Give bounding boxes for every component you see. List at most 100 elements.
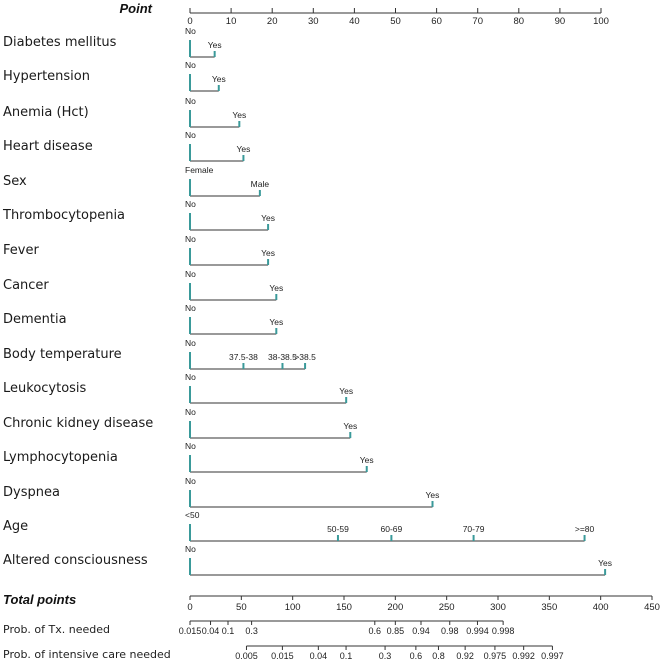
level-label: Yes <box>269 317 283 327</box>
probability-axis-2: Prob. of intensive care needed 0.005 0.015… <box>3 645 564 661</box>
total-axis-tick-label: 150 <box>336 602 352 613</box>
variable-label: Sex <box>3 174 27 189</box>
level-label: Yes <box>339 386 353 396</box>
variable-row-hypertension: Hypertension No Yes <box>3 60 226 92</box>
level-label: No <box>185 130 196 140</box>
variable-row-heart-disease: Heart disease No Yes <box>3 130 250 162</box>
level-label: 60-69 <box>381 524 403 534</box>
level-label: No <box>185 96 196 106</box>
variable-label: Diabetes mellitus <box>3 35 117 50</box>
total-axis-title: Total points <box>3 592 76 607</box>
probability-axis-title: Prob. of Tx. needed <box>3 623 110 636</box>
total-axis-tick-label: 0 <box>187 602 192 613</box>
total-axis-tick-label: 50 <box>236 602 247 613</box>
variable-label: Dyspnea <box>3 485 60 500</box>
probability-axis-1: Prob. of Tx. needed 0.015 0.04 0.1 0.3 0.6 0.8… <box>3 620 514 636</box>
level-label: 38-38.5 <box>268 352 297 362</box>
variable-row-cancer: Cancer No Yes <box>3 269 283 301</box>
level-label: 50-59 <box>327 524 349 534</box>
variable-label: Thrombocytopenia <box>2 208 125 223</box>
level-label: No <box>185 476 196 486</box>
point-axis-tick-label: 0 <box>187 16 192 27</box>
level-label: Yes <box>426 490 440 500</box>
level-label: No <box>185 441 196 451</box>
variable-label: Heart disease <box>3 139 93 154</box>
level-label: No <box>185 303 196 313</box>
variable-row-dyspnea: Dyspnea No Yes <box>3 476 440 508</box>
point-axis-tick-label: 10 <box>226 16 237 27</box>
point-axis-tick-label: 30 <box>308 16 319 27</box>
point-axis-tick-label: 90 <box>555 16 566 27</box>
level-label: No <box>185 234 196 244</box>
level-label: Yes <box>232 110 246 120</box>
point-axis-tick-label: 50 <box>390 16 401 27</box>
total-points-axis: Total points 0 50 100 150 200 250 300 350 400 450 <box>3 592 660 613</box>
level-label: No <box>185 407 196 417</box>
level-label: Female <box>185 165 214 175</box>
variable-label: Lymphocytopenia <box>3 450 118 465</box>
level-label: No <box>185 26 196 36</box>
probability-axis-tick-label: 0.6 <box>410 651 423 661</box>
point-axis-tick-label: 80 <box>514 16 525 27</box>
variable-row-thrombocytopenia: Thrombocytopenia No Yes <box>2 199 275 231</box>
level-label: No <box>185 338 196 348</box>
variable-label: Altered consciousness <box>3 553 148 568</box>
level-label: Male <box>251 179 270 189</box>
level-label: <50 <box>185 510 200 520</box>
level-label: Yes <box>360 455 374 465</box>
variable-row-anemia-hct-: Anemia (Hct) No Yes <box>3 96 246 128</box>
level-label: 37.5-38 <box>229 352 258 362</box>
variable-scales: Diabetes mellitusNoYesHypertensionNoYesA… <box>2 26 612 576</box>
probability-axis-tick-label: 0.3 <box>245 626 258 636</box>
probability-axis-tick-label: 0.015 <box>179 626 202 636</box>
variable-row-chronic-kidney-disease: Chronic kidney disease No Yes <box>3 407 357 439</box>
variable-label: Leukocytosis <box>3 381 87 396</box>
variable-label: Body temperature <box>3 347 122 362</box>
level-label: Yes <box>343 421 357 431</box>
probability-axis-tick-label: 0.992 <box>512 651 535 661</box>
level-label: Yes <box>212 74 226 84</box>
probability-axis-tick-label: 0.1 <box>222 626 235 636</box>
probability-axis-tick-label: 0.04 <box>202 626 220 636</box>
probability-axis-tick-label: 0.6 <box>369 626 382 636</box>
level-label: No <box>185 199 196 209</box>
probability-axis-tick-label: 0.8 <box>432 651 445 661</box>
probability-axis-tick-label: 0.94 <box>412 626 430 636</box>
probability-axis-tick-label: 0.92 <box>456 651 474 661</box>
total-axis-tick-label: 200 <box>387 602 403 613</box>
total-axis-tick-label: 350 <box>541 602 557 613</box>
level-label: Yes <box>261 248 275 258</box>
level-label: >=80 <box>575 524 595 534</box>
level-label: Yes <box>261 213 275 223</box>
variable-row-dementia: Dementia No Yes <box>3 303 283 335</box>
point-axis-tick-label: 60 <box>431 16 442 27</box>
variable-label: Chronic kidney disease <box>3 416 153 431</box>
level-label: No <box>185 269 196 279</box>
variable-row-leukocytosis: Leukocytosis No Yes <box>3 372 353 404</box>
point-axis-tick-label: 20 <box>267 16 278 27</box>
total-axis-tick-label: 300 <box>490 602 506 613</box>
variable-row-sex: Sex Female Male <box>3 165 270 197</box>
level-label: No <box>185 372 196 382</box>
probability-axis-title: Prob. of intensive care needed <box>3 648 171 661</box>
variable-row-body-temperature: Body temperature No 37.5-38 38-38.5>38.5 <box>3 338 316 370</box>
probability-axis-tick-label: 0.1 <box>340 651 353 661</box>
variable-row-altered-consciousness: Altered consciousness No Yes <box>3 544 612 576</box>
variable-label: Hypertension <box>3 69 90 84</box>
probability-axis-tick-label: 0.975 <box>484 651 507 661</box>
variable-label: Anemia (Hct) <box>3 105 89 120</box>
probability-axis-tick-label: 0.3 <box>379 651 392 661</box>
probability-axis-tick-label: 0.98 <box>441 626 459 636</box>
variable-row-diabetes-mellitus: Diabetes mellitus No Yes <box>3 26 222 58</box>
total-axis-tick-label: 250 <box>439 602 455 613</box>
variable-label: Age <box>3 519 28 534</box>
level-label: >38.5 <box>294 352 316 362</box>
point-axis: Point 0 10 20 30 40 50 60 70 80 90 100 <box>120 1 609 27</box>
point-axis-tick-label: 40 <box>349 16 360 27</box>
probability-axis-tick-label: 0.994 <box>466 626 489 636</box>
probability-axis-tick-label: 0.04 <box>310 651 328 661</box>
variable-row-age: Age <50 50-59 60-69 70-79 >=80 <box>3 510 595 542</box>
level-label: Yes <box>269 283 283 293</box>
probability-axis-tick-label: 0.997 <box>541 651 564 661</box>
